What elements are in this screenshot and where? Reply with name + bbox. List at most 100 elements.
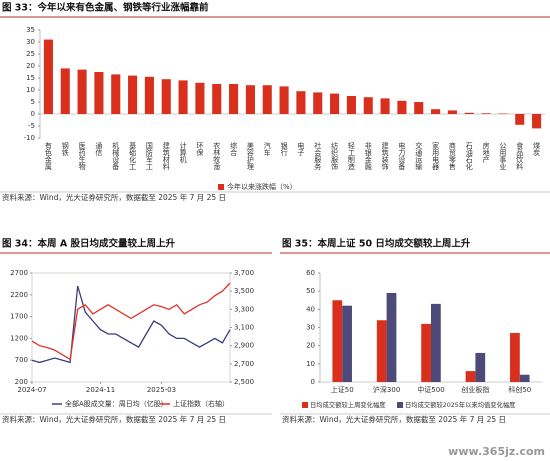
bar: [431, 303, 441, 382]
y2-tick-label: 3,500: [234, 287, 254, 295]
x-tick-label: 美容护理: [246, 141, 254, 170]
bar: [60, 68, 70, 114]
bar: [77, 69, 87, 114]
x-tick-label: 交通运输: [415, 141, 423, 171]
x-tick-label: 社会服务: [314, 141, 322, 171]
y-tick-label: 700: [15, 356, 28, 364]
series-line: [31, 282, 231, 361]
x-tick-label: 机械设备: [112, 141, 120, 171]
bar: [481, 113, 491, 114]
legend-swatch: [302, 402, 308, 408]
x-tick-label: 汽车: [263, 141, 271, 157]
bar: [532, 114, 542, 129]
y-tick-label: 30: [306, 324, 315, 332]
y-tick-label: 20: [26, 62, 35, 70]
bar: [465, 371, 476, 382]
bar: [144, 76, 154, 114]
source-note: 资料来源：Wind，光大证券研究所，数据截至 2025 年 7 月 25 日: [2, 192, 226, 202]
y-tick-label: 25: [26, 50, 35, 58]
bar: [431, 109, 441, 114]
y-tick-label: 60: [306, 269, 315, 277]
y2-tick-label: 3,100: [234, 324, 254, 332]
x-tick-label: 房地产: [482, 141, 490, 164]
bar: [519, 374, 530, 382]
x-tick-label: 沪深300: [373, 385, 400, 394]
bar: [279, 86, 289, 114]
x-tick-label: 钢铁: [61, 141, 69, 157]
x-tick-label: 环保: [196, 142, 204, 157]
x-tick-label: 有色金属: [44, 141, 52, 171]
bar: [229, 84, 239, 114]
x-tick-label: 电子: [297, 141, 305, 156]
bar: [195, 82, 205, 114]
bar: [332, 300, 343, 382]
x-tick-label: 建筑装饰: [381, 141, 389, 171]
y-tick-label: 40: [306, 305, 315, 313]
y2-tick-label: 3,300: [234, 305, 254, 313]
y-tick-label: 10: [306, 360, 315, 368]
bar: [421, 323, 431, 382]
legend-label: 日均成交额较上周变化幅度: [310, 400, 386, 409]
bar: [43, 39, 53, 114]
legend-label: 全部A股成交量：周日均（亿股）: [65, 399, 168, 408]
x-tick-label: 石油石化: [465, 142, 473, 171]
x-tick-label: 轻工制造: [347, 141, 355, 171]
y-tick-label: -5: [28, 122, 35, 130]
x-tick-label: 银行: [280, 141, 288, 157]
x-tick-label: 创业板指: [461, 385, 489, 394]
y-tick-label: -10: [24, 134, 35, 142]
y-tick-label: 0: [31, 110, 35, 118]
x-tick-label: 2024-11: [86, 386, 115, 394]
y-tick-label: 10: [26, 86, 35, 94]
bar: [262, 85, 272, 114]
bar: [245, 85, 255, 114]
watermark: www.365jz.com: [448, 445, 545, 458]
x-tick-label: 综合: [230, 141, 238, 157]
bar: [94, 72, 104, 114]
bar: [296, 91, 306, 114]
y-tick-label: 1200: [10, 334, 28, 342]
y-tick-label: 20: [306, 342, 315, 350]
bar: [363, 97, 373, 114]
bar: [313, 92, 323, 114]
x-tick-label: 食品饮料: [516, 141, 524, 171]
y-tick-label: 5: [31, 98, 35, 106]
bar: [111, 74, 121, 114]
figure-title: 图 33：今年以来有色金属、钢铁等行业涨幅靠前: [2, 2, 209, 14]
series-line: [31, 285, 231, 364]
y-tick-label: 2200: [10, 291, 28, 299]
x-tick-label: 2025-03: [147, 386, 176, 394]
y-tick-label: 15: [26, 74, 35, 82]
bar: [161, 79, 171, 114]
y2-tick-label: 2,900: [234, 342, 254, 350]
x-tick-label: 中证500: [417, 385, 444, 394]
x-tick-label: 电力设备: [398, 141, 406, 171]
figure-title: 图 35：本周上证 50 日均成交额较上周上升: [282, 238, 471, 250]
y-tick-label: 2700: [10, 269, 28, 277]
x-tick-label: 商贸零售: [448, 141, 456, 171]
y2-tick-label: 2,700: [234, 360, 254, 368]
bar: [178, 80, 188, 114]
source-note: 资料来源：Wind，光大证券研究所，数据截至 2025 年 7 月 25 日: [2, 414, 226, 424]
bar: [380, 98, 390, 114]
legend-swatch: [397, 402, 403, 408]
x-tick-label: 2024-07: [17, 386, 46, 394]
figure-title: 图 34：本周 A 股日均成交量较上周上升: [2, 238, 175, 250]
source-note: 资料来源：Wind，光大证券研究所，数据截至 2025 年 7 月 25 日: [282, 414, 506, 424]
x-tick-label: 非银金融: [364, 141, 372, 171]
x-tick-label: 农林牧渔: [213, 141, 221, 171]
legend-label: 今年以来涨跌幅（%）: [227, 182, 297, 191]
x-tick-label: 家用电器: [432, 141, 440, 171]
x-tick-label: 纺织服饰: [331, 141, 339, 171]
y-tick-label: 200: [15, 378, 28, 386]
x-tick-label: 上证50: [331, 385, 354, 394]
legend-label: 日均成交额较2025年以来均值变化幅度: [405, 400, 516, 409]
bar: [414, 102, 424, 114]
y2-tick-label: 3,700: [234, 269, 254, 277]
x-tick-label: 科创50: [508, 385, 531, 394]
y2-tick-label: 2,500: [234, 378, 254, 386]
bar: [386, 292, 397, 382]
bar: [330, 93, 340, 114]
bar: [464, 112, 474, 114]
